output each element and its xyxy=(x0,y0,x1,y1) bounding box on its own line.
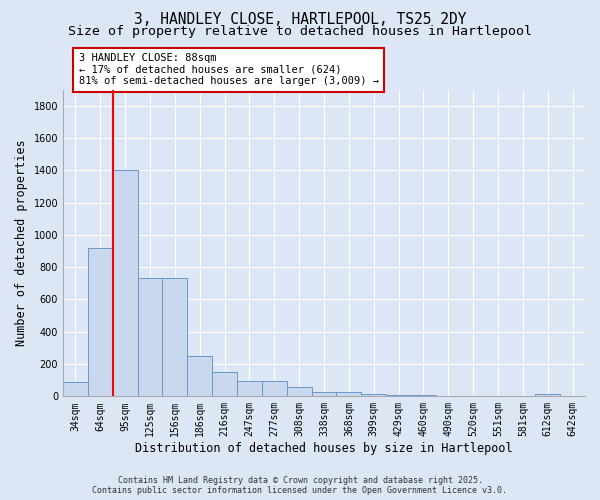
Bar xyxy=(163,278,187,396)
Bar xyxy=(113,170,137,396)
Text: Size of property relative to detached houses in Hartlepool: Size of property relative to detached ho… xyxy=(68,25,532,38)
Bar xyxy=(262,381,287,396)
Text: 3 HANDLEY CLOSE: 88sqm
← 17% of detached houses are smaller (624)
81% of semi-de: 3 HANDLEY CLOSE: 88sqm ← 17% of detached… xyxy=(79,54,379,86)
Y-axis label: Number of detached properties: Number of detached properties xyxy=(15,140,28,346)
Text: 3, HANDLEY CLOSE, HARTLEPOOL, TS25 2DY: 3, HANDLEY CLOSE, HARTLEPOOL, TS25 2DY xyxy=(134,12,466,28)
Bar xyxy=(386,394,411,396)
Bar xyxy=(535,394,560,396)
Text: Contains HM Land Registry data © Crown copyright and database right 2025.
Contai: Contains HM Land Registry data © Crown c… xyxy=(92,476,508,495)
Bar xyxy=(237,381,262,396)
Bar xyxy=(88,248,113,396)
Bar xyxy=(337,392,361,396)
Bar xyxy=(137,278,163,396)
X-axis label: Distribution of detached houses by size in Hartlepool: Distribution of detached houses by size … xyxy=(135,442,513,455)
Bar xyxy=(212,372,237,396)
Bar xyxy=(63,382,88,396)
Bar xyxy=(187,356,212,397)
Bar xyxy=(411,394,436,396)
Bar xyxy=(311,392,337,396)
Bar xyxy=(361,394,386,396)
Bar xyxy=(287,388,311,396)
